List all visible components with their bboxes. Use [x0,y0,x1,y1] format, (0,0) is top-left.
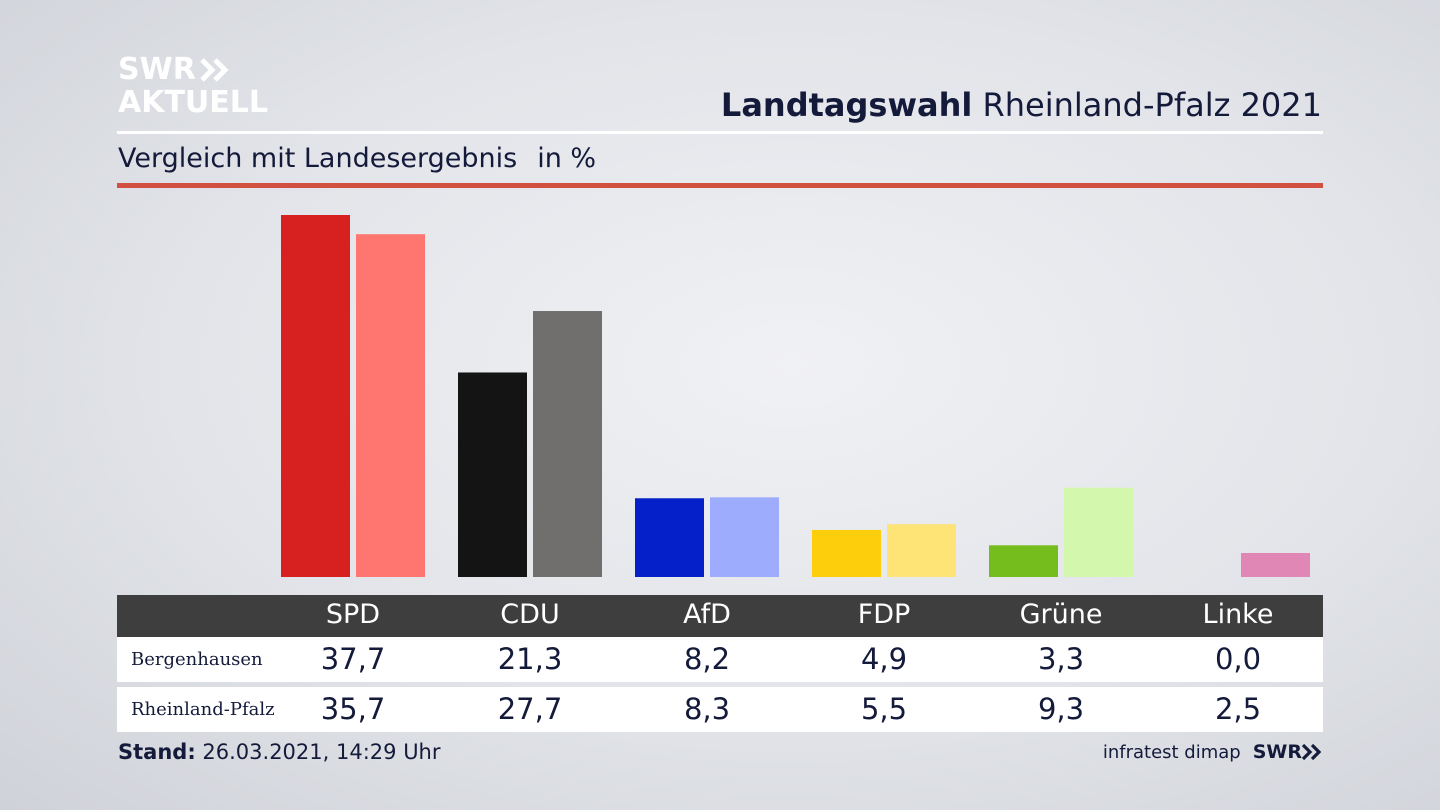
bar-spd-bergenhausen [281,215,350,577]
logo-aktuell-text: AKTUELL [118,85,269,120]
column-header-cdu: CDU [500,599,560,630]
results-table: SPD CDU AfD FDP Grüne Linke Bergenhausen 37,7… [117,595,1323,732]
bar-fdp-bergenhausen [812,529,881,577]
value-spd: 37,7 [320,642,386,676]
header-divider [117,131,1323,134]
page-title-bold: Landtagswahl [720,86,973,124]
value-afd: 8,3 [683,692,731,726]
value-grüne: 3,3 [1037,642,1085,676]
source-credit: infratest dimap SWR [1103,741,1322,763]
bar-spd-rheinland-pfalz [356,234,425,578]
bar-grüne-bergenhausen [989,545,1058,577]
column-header-spd: SPD [325,599,381,630]
accent-divider [117,183,1323,188]
value-linke: 2,5 [1214,692,1262,726]
bar-fdp-rheinland-pfalz [887,524,956,577]
column-header-fdp: FDP [857,599,911,630]
bar-afd-bergenhausen [635,498,704,577]
subtitle-unit: in % [537,143,597,174]
bar-cdu-bergenhausen [458,372,527,577]
chevron-double-right-icon [200,58,229,82]
value-linke: 0,0 [1214,642,1262,676]
column-header-grüne: Grüne [1019,599,1103,630]
source-brand-text: SWR [1252,741,1302,763]
bar-chart [281,215,1310,578]
table-row-rheinland-pfalz: Rheinland-Pfalz 35,7 27,7 8,3 5,5 9,3 2,5 [117,687,1323,732]
chevron-double-right-icon [1302,744,1322,760]
value-afd: 8,2 [683,642,731,676]
value-fdp: 5,5 [860,692,908,726]
value-spd: 35,7 [320,692,386,726]
page-title-rest: Rheinland-Pfalz 2021 [982,86,1322,124]
column-header-linke: Linke [1202,599,1274,630]
logo-swr-text: SWR [118,52,196,87]
column-header-afd: AfD [683,599,731,630]
value-cdu: 21,3 [497,642,563,676]
value-grüne: 9,3 [1037,692,1085,726]
timestamp-value: 26.03.2021, 14:29 Uhr [202,740,441,764]
chart-subtitle: Vergleich mit Landesergebnis in % [118,143,596,174]
value-cdu: 27,7 [497,692,563,726]
table-row-bergenhausen: Bergenhausen 37,7 21,3 8,2 4,9 3,3 0,0 [117,637,1323,682]
value-fdp: 4,9 [860,642,908,676]
bar-cdu-rheinland-pfalz [533,311,602,577]
bar-afd-rheinland-pfalz [710,497,779,577]
table-header-row: SPD CDU AfD FDP Grüne Linke [117,595,1323,637]
bar-linke-rheinland-pfalz [1241,552,1310,577]
bar-grüne-rheinland-pfalz [1064,487,1133,577]
page-title: Landtagswahl Rheinland-Pfalz 2021 [721,86,1322,124]
subtitle-text: Vergleich mit Landesergebnis [118,143,518,174]
source-brand: SWR [1253,741,1322,763]
source-text: infratest dimap [1102,741,1241,763]
row-label: Rheinland-Pfalz [131,699,275,720]
timestamp-label: Stand: [118,740,196,764]
swr-aktuell-logo: SWR AKTUELL [118,55,268,118]
row-label: Bergenhausen [131,649,263,670]
timestamp: Stand: 26.03.2021, 14:29 Uhr [118,740,441,764]
